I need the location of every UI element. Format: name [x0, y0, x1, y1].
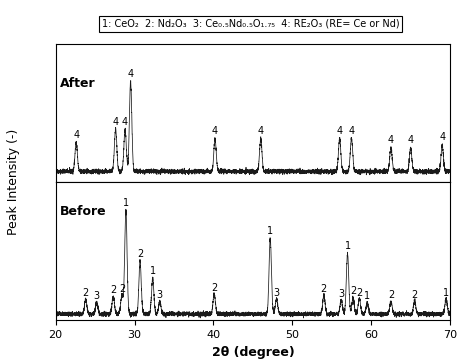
- Text: 2: 2: [320, 284, 326, 294]
- Text: 3: 3: [338, 289, 344, 299]
- Text: 2: 2: [137, 249, 143, 259]
- Text: 1: 1: [363, 292, 369, 301]
- Text: 4: 4: [438, 132, 444, 142]
- Text: 4: 4: [113, 117, 119, 127]
- Text: 1: 1: [344, 241, 350, 251]
- Text: 4: 4: [127, 69, 133, 79]
- Text: 4: 4: [73, 130, 79, 140]
- Text: Peak Intensity (-): Peak Intensity (-): [7, 129, 20, 235]
- Text: 1: 1: [123, 198, 129, 209]
- Text: 4: 4: [387, 135, 393, 145]
- Text: 1: 1: [442, 288, 448, 298]
- Text: 4: 4: [336, 126, 342, 136]
- Text: 3: 3: [156, 290, 163, 300]
- Text: After: After: [59, 76, 95, 90]
- Text: 3: 3: [94, 292, 100, 301]
- Text: Before: Before: [59, 205, 106, 218]
- Text: 2: 2: [119, 284, 125, 294]
- Text: 2: 2: [82, 288, 88, 298]
- Text: 4: 4: [348, 126, 354, 136]
- Text: 4: 4: [212, 126, 218, 136]
- Text: 4: 4: [122, 117, 128, 127]
- Text: 1: CeO₂  2: Nd₂O₃  3: Ce₀.₅Nd₀.₅O₁.₇₅  4: RE₂O₃ (RE= Ce or Nd): 1: CeO₂ 2: Nd₂O₃ 3: Ce₀.₅Nd₀.₅O₁.₇₅ 4: R…: [101, 19, 399, 29]
- Text: 2: 2: [411, 290, 417, 300]
- Text: 4: 4: [257, 126, 263, 136]
- Text: 2: 2: [110, 285, 116, 295]
- Text: 2: 2: [349, 286, 356, 296]
- X-axis label: 2θ (degree): 2θ (degree): [211, 345, 294, 359]
- Text: 2: 2: [387, 290, 393, 300]
- Text: 3: 3: [273, 288, 279, 298]
- Text: 4: 4: [407, 135, 413, 145]
- Text: 1: 1: [267, 226, 273, 236]
- Text: 1: 1: [149, 266, 156, 276]
- Text: 2: 2: [356, 288, 362, 298]
- Text: 2: 2: [211, 283, 217, 293]
